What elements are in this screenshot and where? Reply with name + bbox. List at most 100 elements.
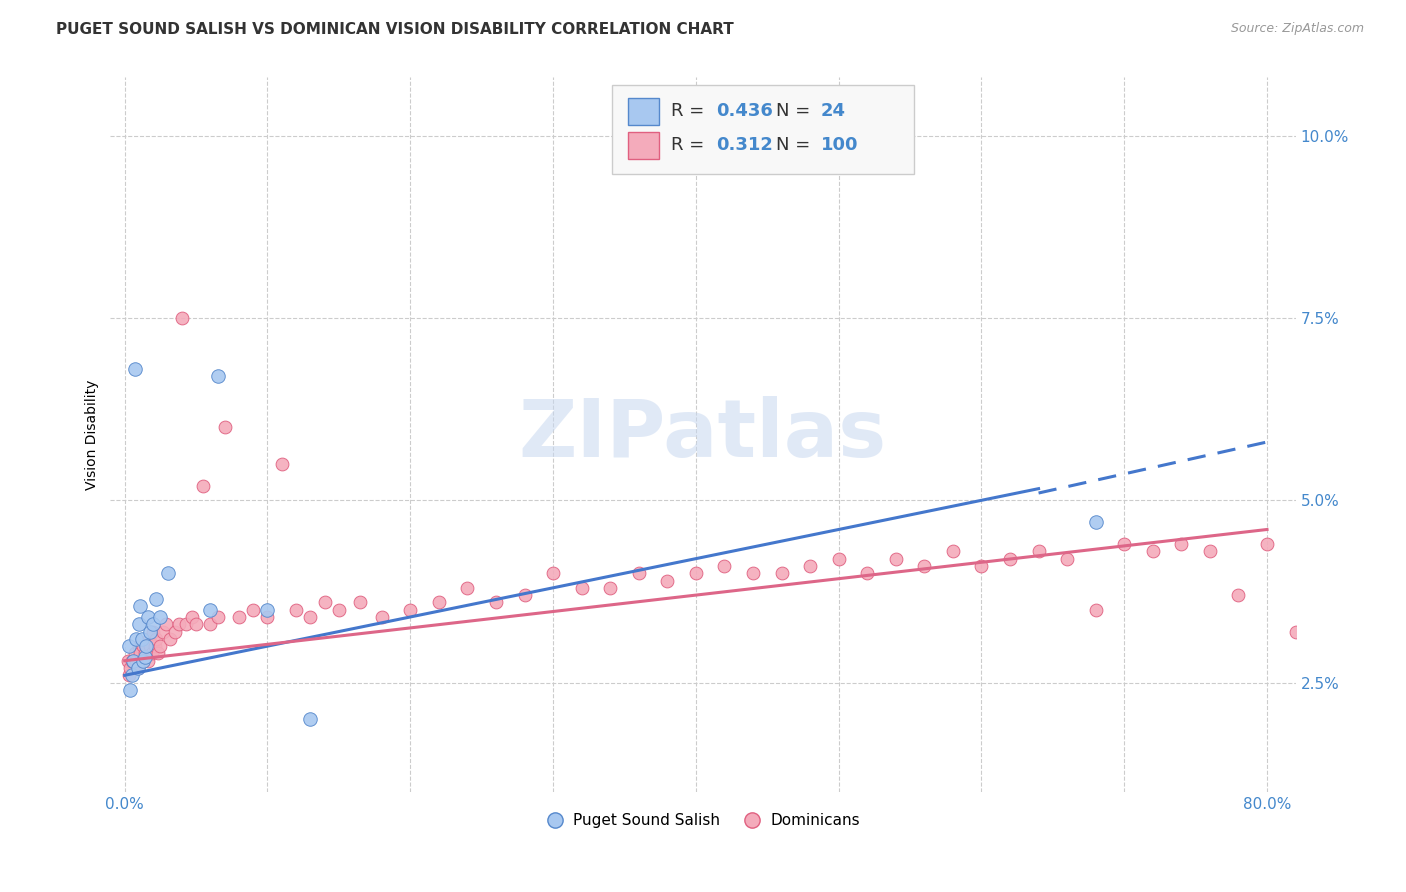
Point	[170, 311, 193, 326]
Point	[125, 632, 148, 646]
Point	[135, 639, 157, 653]
Point	[200, 617, 222, 632]
Point	[131, 632, 153, 646]
Point	[152, 624, 174, 639]
Point	[998, 551, 1021, 566]
Point	[134, 647, 156, 661]
Point	[200, 603, 222, 617]
Point	[136, 654, 159, 668]
Point	[884, 551, 907, 566]
Point	[142, 624, 165, 639]
Point	[349, 595, 371, 609]
Point	[139, 624, 162, 639]
Point	[127, 661, 149, 675]
Point	[207, 369, 229, 384]
Text: 0.436: 0.436	[716, 103, 772, 120]
Point	[456, 581, 478, 595]
Text: PUGET SOUND SALISH VS DOMINICAN VISION DISABILITY CORRELATION CHART: PUGET SOUND SALISH VS DOMINICAN VISION D…	[56, 22, 734, 37]
Point	[129, 599, 152, 613]
Point	[970, 558, 993, 573]
Point	[1313, 544, 1336, 558]
Point	[132, 639, 155, 653]
Point	[142, 617, 165, 632]
Point	[942, 544, 965, 558]
Text: 0.312: 0.312	[716, 136, 772, 154]
Legend: Puget Sound Salish, Dominicans: Puget Sound Salish, Dominicans	[540, 807, 866, 834]
Point	[124, 362, 146, 376]
Point	[145, 591, 167, 606]
Point	[657, 574, 679, 588]
Point	[427, 595, 450, 609]
Point	[1227, 588, 1250, 602]
Point	[328, 603, 350, 617]
Text: N =: N =	[776, 103, 815, 120]
Point	[127, 661, 149, 675]
Point	[128, 617, 150, 632]
Point	[299, 712, 322, 726]
Point	[770, 566, 793, 581]
Point	[156, 566, 179, 581]
Point	[180, 610, 202, 624]
Text: R =: R =	[671, 136, 710, 154]
Point	[827, 551, 849, 566]
Point	[1199, 544, 1222, 558]
Point	[139, 639, 162, 653]
Point	[270, 457, 292, 471]
Point	[121, 668, 143, 682]
Point	[155, 617, 177, 632]
Point	[149, 639, 172, 653]
Y-axis label: Vision Disability: Vision Disability	[86, 379, 100, 490]
Point	[207, 610, 229, 624]
Point	[138, 632, 160, 646]
Text: 24: 24	[821, 103, 846, 120]
Point	[1399, 537, 1406, 551]
Text: ZIPatlas: ZIPatlas	[519, 396, 887, 474]
Point	[122, 654, 145, 668]
Point	[122, 654, 145, 668]
Point	[136, 610, 159, 624]
Point	[599, 581, 621, 595]
Point	[1369, 581, 1392, 595]
Point	[485, 595, 508, 609]
Point	[135, 639, 157, 653]
Point	[159, 632, 181, 646]
Point	[167, 617, 190, 632]
Point	[856, 566, 879, 581]
Point	[1142, 544, 1164, 558]
Point	[1256, 537, 1278, 551]
Point	[742, 566, 765, 581]
Point	[129, 647, 152, 661]
Point	[1170, 537, 1192, 551]
Point	[134, 650, 156, 665]
Point	[143, 639, 166, 653]
Point	[256, 610, 278, 624]
Point	[174, 617, 197, 632]
Point	[571, 581, 593, 595]
Point	[256, 603, 278, 617]
Point	[299, 610, 322, 624]
Point	[314, 595, 336, 609]
Point	[145, 632, 167, 646]
Point	[163, 624, 186, 639]
Point	[1028, 544, 1050, 558]
Point	[146, 647, 169, 661]
Point	[1284, 624, 1306, 639]
Point	[912, 558, 935, 573]
Point	[125, 654, 148, 668]
Point	[132, 654, 155, 668]
Point	[214, 420, 236, 434]
Point	[1056, 551, 1078, 566]
Point	[193, 479, 215, 493]
Point	[117, 654, 139, 668]
Point	[141, 647, 163, 661]
Point	[1341, 588, 1364, 602]
Point	[120, 682, 142, 697]
Point	[128, 639, 150, 653]
Point	[541, 566, 564, 581]
Point	[120, 661, 142, 675]
Point	[1114, 537, 1136, 551]
Point	[124, 647, 146, 661]
Text: Source: ZipAtlas.com: Source: ZipAtlas.com	[1230, 22, 1364, 36]
Point	[370, 610, 392, 624]
Point	[121, 654, 143, 668]
